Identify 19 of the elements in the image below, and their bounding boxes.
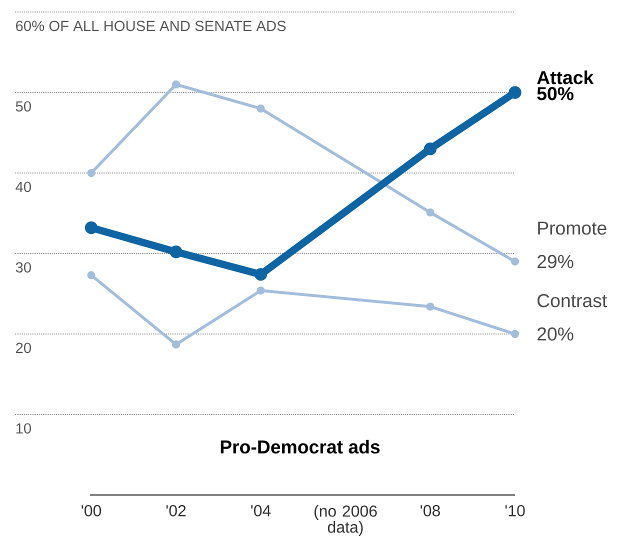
series-label: Contrast [538, 294, 608, 308]
x-tick-label: '04 [251, 505, 271, 516]
series-label: Promote [538, 222, 606, 235]
y-tick-label: 50 [16, 101, 31, 112]
x-tick-label: '10 [505, 505, 525, 516]
data-label: 29% [538, 254, 574, 268]
y-tick-label: 40 [16, 182, 31, 192]
annotation: Pro-Democrat ads [220, 440, 380, 454]
data-label: 50% [537, 87, 574, 100]
y-tick-label: 30 [16, 262, 31, 273]
y-tick-label: 20 [16, 342, 31, 354]
x-tick-label: (no 2006 data) [314, 505, 377, 536]
x-tick-label: '08 [420, 505, 440, 516]
x-tick-label: '02 [166, 505, 186, 516]
series-label: Attack [537, 70, 594, 84]
data-label: 20% [538, 327, 574, 341]
y-tick-label: 10 [16, 423, 31, 434]
x-tick-label: '00 [82, 505, 102, 516]
y-tick-label: 60% OF ALL HOUSE AND SENATE ADS [16, 20, 286, 32]
